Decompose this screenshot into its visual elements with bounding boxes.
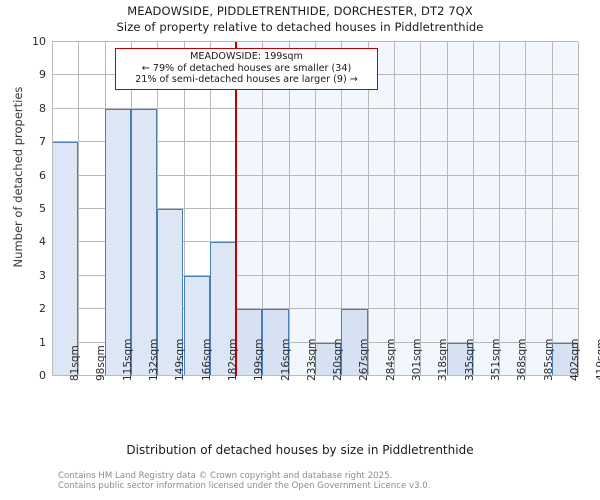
- x-tick-351sqm: 351sqm: [489, 338, 502, 381]
- gridline-x-1: [78, 42, 80, 376]
- x-tick-233sqm: 233sqm: [305, 338, 318, 381]
- gridline-x-6: [209, 42, 211, 376]
- x-tick-284sqm: 284sqm: [384, 338, 397, 381]
- gridline-x-20: [578, 42, 579, 376]
- x-tick-216sqm: 216sqm: [279, 338, 292, 381]
- y-tick-3: 3: [39, 268, 46, 282]
- gridline-x-19: [551, 42, 553, 376]
- gridline-x-5: [183, 42, 185, 376]
- x-tick-250sqm: 250sqm: [332, 338, 345, 381]
- bar-132sqm: [130, 108, 158, 376]
- bar-402sqm: [551, 342, 578, 376]
- x-tick-301sqm: 301sqm: [411, 338, 424, 381]
- annotation-line-3: 21% of semi-detached houses are larger (…: [135, 74, 358, 86]
- gridline-x-17: [499, 42, 501, 376]
- annotation-line-2: ← 79% of detached houses are smaller (34…: [141, 62, 352, 74]
- x-tick-267sqm: 267sqm: [358, 338, 371, 381]
- x-tick-335sqm: 335sqm: [463, 338, 476, 381]
- chart-title-block: MEADOWSIDE, PIDDLETRENTHIDE, DORCHESTER,…: [0, 4, 600, 35]
- footer-attribution: Contains HM Land Registry data © Crown c…: [58, 471, 578, 492]
- footer-line-2: Contains public sector information licen…: [58, 481, 431, 492]
- property-marker-line: [235, 42, 237, 376]
- chart-subtitle: Size of property relative to detached ho…: [116, 20, 484, 34]
- page-title: MEADOWSIDE, PIDDLETRENTHIDE, DORCHESTER,…: [127, 4, 473, 18]
- gridline-x-14: [420, 42, 422, 376]
- bar-115sqm: [104, 108, 131, 376]
- x-tick-149sqm: 149sqm: [174, 338, 187, 381]
- y-tick-5: 5: [39, 202, 46, 215]
- x-tick-368sqm: 368sqm: [516, 338, 529, 381]
- gridline-x-11: [341, 42, 343, 376]
- histogram-plot-area: [52, 41, 579, 376]
- y-tick-4: 4: [39, 235, 46, 249]
- bar-216sqm: [262, 309, 289, 376]
- bar-81sqm: [52, 142, 79, 376]
- x-tick-166sqm: 166sqm: [200, 338, 213, 381]
- x-tick-182sqm: 182sqm: [226, 338, 239, 381]
- y-axis-title: Number of detached properties: [11, 86, 25, 268]
- y-tick-10: 10: [32, 35, 46, 48]
- y-tick-1: 1: [39, 335, 46, 349]
- gridline-x-10: [315, 42, 316, 376]
- gridline-x-18: [525, 42, 527, 376]
- x-tick-318sqm: 318sqm: [437, 338, 450, 381]
- bar-149sqm: [157, 209, 184, 376]
- x-tick-115sqm: 115sqm: [121, 338, 134, 381]
- bar-335sqm: [446, 342, 473, 376]
- annotation-line-1: MEADOWSIDE: 199sqm: [190, 51, 303, 62]
- y-tick-8: 8: [39, 101, 46, 115]
- y-tick-2: 2: [39, 302, 46, 316]
- gridline-x-9: [288, 42, 290, 376]
- y-tick-0: 0: [39, 369, 46, 382]
- gridline-x-13: [393, 42, 395, 376]
- gridline-x-8: [262, 42, 264, 376]
- x-axis-title: Distribution of detached houses by size …: [126, 443, 474, 457]
- footer-line-1: Contains HM Land Registry data © Crown c…: [58, 471, 393, 481]
- gridline-x-12: [367, 42, 369, 376]
- y-tick-6: 6: [39, 168, 46, 182]
- x-tick-402sqm: 402sqm: [568, 338, 581, 381]
- y-tick-7: 7: [39, 135, 46, 149]
- x-tick-132sqm: 132sqm: [148, 338, 161, 381]
- property-annotation-box: MEADOWSIDE: 199sqm ← 79% of detached hou…: [115, 48, 378, 90]
- gridline-x-15: [446, 42, 448, 376]
- x-axis-spine: [52, 374, 578, 376]
- x-tick-385sqm: 385sqm: [542, 338, 555, 381]
- x-tick-81sqm: 81sqm: [69, 345, 82, 381]
- gridline-x-16: [472, 42, 474, 376]
- x-tick-419sqm: 419sqm: [595, 338, 600, 381]
- y-axis-spine: [52, 42, 53, 376]
- x-tick-199sqm: 199sqm: [253, 338, 266, 381]
- gridline-y-10: [52, 41, 578, 42]
- bar-166sqm: [183, 275, 210, 376]
- y-tick-9: 9: [39, 68, 46, 82]
- x-tick-98sqm: 98sqm: [95, 345, 108, 381]
- bar-267sqm: [341, 309, 368, 376]
